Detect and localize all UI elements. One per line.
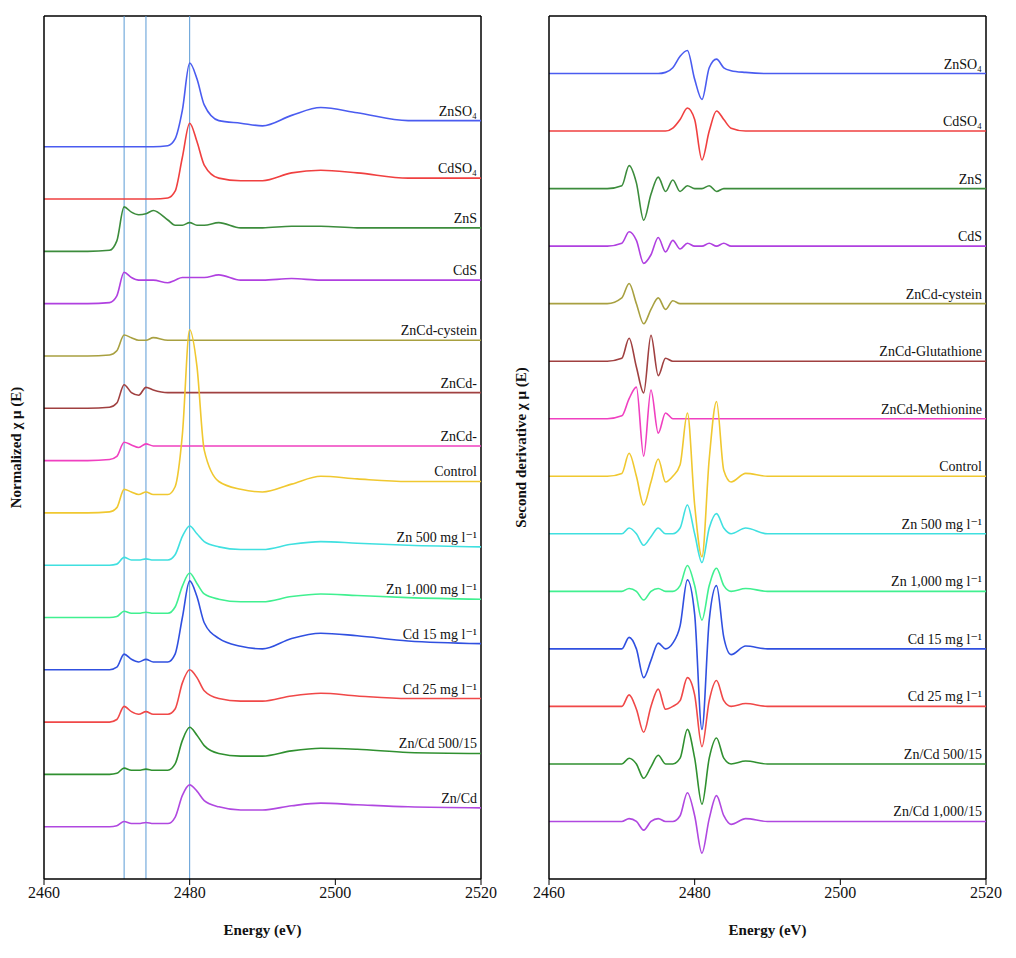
svg-text:ZnCd-cystein: ZnCd-cystein [906,287,982,302]
svg-text:ZnSO₄: ZnSO₄ [944,57,982,72]
svg-text:2520: 2520 [465,884,497,901]
svg-text:Zn/Cd 500/15: Zn/Cd 500/15 [904,747,982,762]
svg-text:Zn/Cd 500/15: Zn/Cd 500/15 [399,736,477,751]
svg-text:CdS: CdS [453,263,477,278]
svg-text:CdSO₄: CdSO₄ [438,161,477,176]
svg-text:ZnS: ZnS [959,172,982,187]
svg-text:Normalized χ μ (E): Normalized χ μ (E) [8,387,25,509]
svg-text:Cd 25 mg l⁻¹: Cd 25 mg l⁻¹ [403,682,477,697]
svg-text:Zn 1,000 mg l⁻¹: Zn 1,000 mg l⁻¹ [891,574,982,589]
svg-text:ZnCd-: ZnCd- [440,376,477,391]
svg-text:Control: Control [434,464,477,479]
svg-text:Second derivative χ μ (E): Second derivative χ μ (E) [513,367,530,527]
svg-text:Zn 500 mg l⁻¹: Zn 500 mg l⁻¹ [397,530,477,545]
svg-text:2480: 2480 [174,884,206,901]
svg-text:Energy (eV): Energy (eV) [729,922,807,939]
svg-text:Cd 15 mg l⁻¹: Cd 15 mg l⁻¹ [908,632,982,647]
svg-text:2500: 2500 [824,884,856,901]
svg-text:2520: 2520 [970,884,1002,901]
svg-text:CdS: CdS [958,229,982,244]
svg-text:CdSO₄: CdSO₄ [943,114,982,129]
svg-text:2500: 2500 [319,884,351,901]
svg-text:ZnCd-Methionine: ZnCd-Methionine [881,402,982,417]
svg-text:ZnSO₄: ZnSO₄ [439,104,477,119]
svg-text:Zn/Cd: Zn/Cd [441,791,477,806]
svg-text:ZnCd-cystein: ZnCd-cystein [401,323,477,338]
svg-text:2460: 2460 [533,884,565,901]
svg-text:2460: 2460 [28,884,60,901]
svg-text:Cd 15 mg l⁻¹: Cd 15 mg l⁻¹ [403,627,477,642]
svg-text:ZnCd-Glutathione: ZnCd-Glutathione [879,344,982,359]
svg-text:Zn 1,000 mg l⁻¹: Zn 1,000 mg l⁻¹ [386,582,477,597]
svg-text:Energy (eV): Energy (eV) [224,922,302,939]
svg-text:ZnS: ZnS [454,211,477,226]
svg-text:Zn 500 mg l⁻¹: Zn 500 mg l⁻¹ [902,517,982,532]
svg-text:Zn/Cd 1,000/15: Zn/Cd 1,000/15 [893,804,982,819]
svg-text:2480: 2480 [679,884,711,901]
svg-text:Control: Control [939,459,982,474]
svg-text:ZnCd-: ZnCd- [440,429,477,444]
svg-text:Cd 25 mg l⁻¹: Cd 25 mg l⁻¹ [908,689,982,704]
